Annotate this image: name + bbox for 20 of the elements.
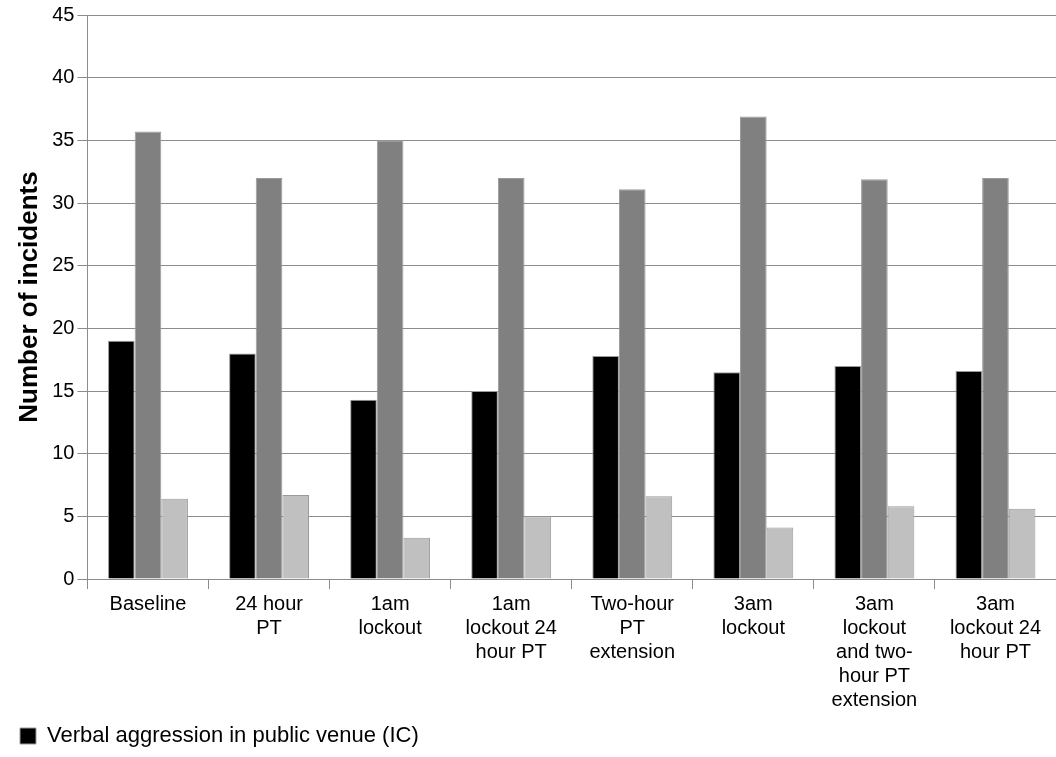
y-tick-label: 15 xyxy=(52,378,75,401)
x-tick-label: 1am lockout 24 hour PT xyxy=(465,591,557,662)
y-tick-label: 5 xyxy=(63,503,75,526)
x-tick-label: 24 hour PT xyxy=(235,591,304,638)
y-tick-label: 45 xyxy=(52,2,75,25)
y-tick-label: 0 xyxy=(63,566,75,589)
x-tick-label: Two-hour PT extension xyxy=(589,591,676,662)
legend-label: Verbal aggression in public venue (IC) xyxy=(47,722,419,748)
x-tick-label: 3am lockout xyxy=(721,591,786,638)
y-tick-label: 25 xyxy=(52,253,75,276)
y-tick-label: 10 xyxy=(52,441,75,464)
y-tick-label: 40 xyxy=(52,65,75,88)
y-tick-label: 20 xyxy=(52,315,75,338)
x-tick-label: Baseline xyxy=(109,591,187,614)
x-tick-label: 3am lockout 24 hour PT xyxy=(949,591,1042,662)
y-tick-label: 35 xyxy=(52,127,75,150)
y-tick-label: 30 xyxy=(52,190,75,213)
x-tick-label: 1am lockout xyxy=(358,591,423,638)
x-tick-label: 3am lockout and two-hour PT extension xyxy=(831,591,918,710)
y-axis-title: Number of incidents xyxy=(12,171,43,423)
